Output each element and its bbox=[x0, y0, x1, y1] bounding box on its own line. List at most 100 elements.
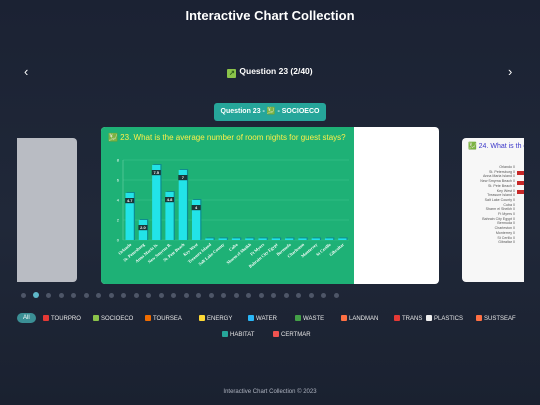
bar bbox=[298, 238, 307, 240]
category-badge[interactable]: Question 23 - 💹 - SOCIOECO bbox=[214, 103, 326, 121]
carousel-dot[interactable] bbox=[208, 292, 214, 298]
filter-tourpro[interactable]: TOURPRO bbox=[43, 315, 81, 322]
previous-chart-card[interactable] bbox=[17, 138, 77, 282]
next-card-value: 0 bbox=[513, 221, 515, 226]
bar bbox=[178, 170, 187, 240]
data-label: 4 bbox=[195, 205, 198, 210]
next-card-value: 0 bbox=[513, 188, 515, 193]
filter-waste[interactable]: WASTE bbox=[295, 315, 324, 322]
chart-increasing-icon: ↗ bbox=[227, 69, 237, 78]
next-card-value: 0 bbox=[513, 207, 515, 212]
next-chart-card[interactable]: 💹 24. What is th community on a OrlandoS… bbox=[462, 138, 524, 282]
data-label: 7.5 bbox=[153, 170, 159, 175]
carousel-dot[interactable] bbox=[333, 292, 339, 298]
y-tick-label: 6 bbox=[117, 178, 120, 183]
next-question-button[interactable]: › bbox=[508, 64, 513, 79]
filter-toursea[interactable]: TOURSEA bbox=[145, 315, 182, 322]
carousel-dot[interactable] bbox=[308, 292, 314, 298]
carousel-dot[interactable] bbox=[296, 292, 301, 298]
filter-trans[interactable]: TRANS bbox=[394, 315, 422, 322]
next-card-label: Orlando bbox=[499, 165, 512, 169]
carousel-dot[interactable] bbox=[96, 292, 101, 298]
next-card-label: Cuba bbox=[503, 202, 512, 207]
carousel-dot[interactable] bbox=[108, 292, 114, 298]
carousel-dot[interactable] bbox=[71, 292, 76, 298]
bar bbox=[338, 238, 347, 240]
carousel-dot[interactable] bbox=[133, 292, 139, 298]
next-card-value: 0 bbox=[513, 202, 515, 207]
filter-landman[interactable]: LANDMAN bbox=[341, 315, 378, 322]
next-card-label: Key West bbox=[496, 188, 512, 193]
carousel-dot[interactable] bbox=[183, 292, 189, 298]
next-card-label: St. Petersburg bbox=[489, 169, 512, 174]
carousel-dot[interactable] bbox=[221, 292, 226, 298]
filter-sustseaf[interactable]: SUSTSEAF bbox=[476, 315, 516, 322]
next-card-bar bbox=[517, 190, 524, 194]
bar bbox=[324, 238, 334, 240]
carousel-dot[interactable] bbox=[33, 292, 39, 298]
next-card-value: 0 bbox=[513, 193, 515, 198]
next-card-label: St. Pete Beach bbox=[488, 183, 512, 188]
carousel-dot[interactable] bbox=[58, 292, 64, 298]
filter-all[interactable]: All bbox=[17, 313, 36, 323]
footer-text: Interactive Chart Collection © 2023 bbox=[223, 389, 317, 395]
carousel-dot[interactable] bbox=[196, 292, 201, 298]
filter-label: PLASTICS bbox=[434, 316, 464, 322]
bar bbox=[271, 238, 281, 240]
data-label-box bbox=[138, 225, 148, 231]
data-label: 4.7 bbox=[127, 198, 133, 203]
filter-label: ENERGY bbox=[207, 316, 233, 322]
next-card-value: 0 bbox=[513, 216, 515, 221]
bar bbox=[152, 165, 161, 240]
carousel-dot[interactable] bbox=[46, 292, 51, 298]
carousel-dot[interactable] bbox=[233, 292, 239, 298]
filter-label: All bbox=[23, 315, 30, 321]
chart-question-title: 💹 23. What is the average number of room… bbox=[108, 133, 346, 142]
carousel-dot[interactable] bbox=[21, 292, 26, 298]
x-tick-label: Gibraltar bbox=[328, 242, 345, 257]
bar bbox=[218, 238, 227, 240]
bottle-icon bbox=[426, 315, 432, 321]
filter-habitat[interactable]: HABITAT bbox=[222, 331, 254, 338]
data-label: 2.0 bbox=[140, 225, 146, 230]
filter-label: TOURPRO bbox=[51, 316, 81, 322]
question-header: ↗ Question 23 (2/40) bbox=[0, 66, 540, 78]
carousel-dot[interactable] bbox=[121, 292, 126, 298]
filter-certmar[interactable]: CERTMAR bbox=[273, 331, 311, 338]
filter-energy[interactable]: ENERGY bbox=[199, 315, 232, 322]
carousel-dot[interactable] bbox=[146, 292, 151, 298]
carousel-dot[interactable] bbox=[321, 292, 326, 298]
carousel-dot[interactable] bbox=[83, 292, 89, 298]
next-card-value: 0 bbox=[513, 174, 515, 179]
carousel-dot[interactable] bbox=[171, 292, 176, 298]
filter-water[interactable]: WATER bbox=[248, 315, 277, 322]
bar bbox=[245, 238, 254, 240]
filter-socioeco[interactable]: SOCIOECO bbox=[93, 315, 133, 322]
next-card-label: Bermuda bbox=[497, 221, 512, 226]
carousel-dot[interactable] bbox=[246, 292, 251, 298]
carousel-dot[interactable] bbox=[258, 292, 264, 298]
sun-icon bbox=[199, 315, 205, 321]
next-card-value: 0 bbox=[513, 197, 515, 202]
recycle-icon bbox=[295, 315, 301, 321]
carousel-dot[interactable] bbox=[158, 292, 164, 298]
next-card-label: Gibraltar bbox=[498, 240, 512, 245]
y-tick-label: 8 bbox=[117, 158, 120, 163]
prev-question-button[interactable]: ‹ bbox=[24, 64, 29, 79]
filter-plastics[interactable]: PLASTICS bbox=[426, 315, 463, 322]
bus-icon bbox=[394, 315, 400, 321]
page-title: Interactive Chart Collection bbox=[185, 8, 355, 23]
next-card-value: 0 bbox=[513, 183, 515, 188]
habitat-icon bbox=[222, 331, 228, 337]
question-header-text: Question 23 (2/40) bbox=[239, 66, 313, 76]
carousel-dot[interactable] bbox=[283, 292, 289, 298]
filter-label: TRANS bbox=[402, 316, 423, 322]
next-card-bar bbox=[517, 181, 524, 185]
carousel-dot[interactable] bbox=[271, 292, 276, 298]
bar bbox=[165, 192, 174, 240]
next-card-value: 0 bbox=[513, 179, 515, 184]
data-label-box bbox=[165, 197, 175, 203]
next-card-value: 0 bbox=[513, 165, 515, 169]
filter-label: LANDMAN bbox=[349, 316, 379, 322]
